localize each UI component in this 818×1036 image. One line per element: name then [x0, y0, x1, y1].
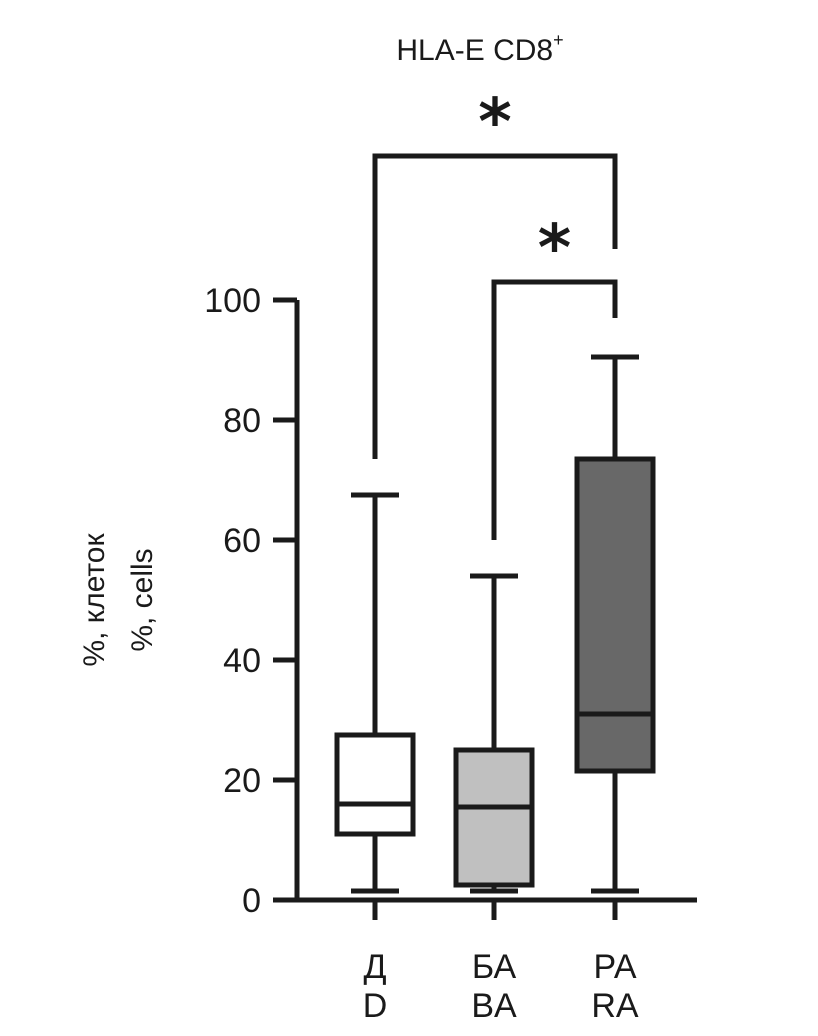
boxes — [334, 354, 656, 920]
y-tick-label-80: 80 — [223, 402, 261, 440]
category-label-ru-RA: РА — [593, 948, 636, 986]
significance-star-2: * — [538, 212, 571, 286]
category-label-en-RA: RA — [591, 987, 639, 1025]
iqr-box-D — [334, 732, 416, 837]
y-axis-label-en: %, cells — [126, 548, 159, 651]
y-axis-label: %, клеток %, cells — [78, 533, 159, 667]
y-tick-label-0: 0 — [242, 882, 261, 920]
y-tick-label-100: 100 — [204, 282, 261, 320]
box-BA — [453, 573, 535, 920]
y-axis-label-ru: %, клеток — [78, 533, 111, 667]
y-tick-label-20: 20 — [223, 762, 261, 800]
iqr-box-RA — [574, 456, 656, 774]
significance-bracket-2: * — [491, 212, 618, 540]
y-tick-label-40: 40 — [223, 642, 261, 680]
significance-star-1: * — [478, 86, 511, 160]
axes: 0 20 40 60 80 100 — [204, 282, 697, 920]
y-tick-label-60: 60 — [223, 522, 261, 560]
bracket-line-2 — [491, 279, 618, 540]
category-label-en-BA: BA — [471, 987, 517, 1025]
box-RA — [574, 354, 656, 920]
category-label-ru-BA: БА — [472, 948, 517, 986]
category-label-en-D: D — [363, 987, 388, 1025]
chart-title: HLA-E CD8+ — [396, 30, 563, 67]
category-label-ru-D: Д — [363, 948, 386, 986]
bracket-line-1 — [372, 153, 618, 459]
chart-title-superscript: + — [553, 30, 564, 50]
significance-bracket-1: * — [372, 86, 618, 459]
iqr-box-BA — [453, 747, 535, 888]
box-D — [334, 492, 416, 920]
significance-brackets: ** — [372, 86, 618, 540]
